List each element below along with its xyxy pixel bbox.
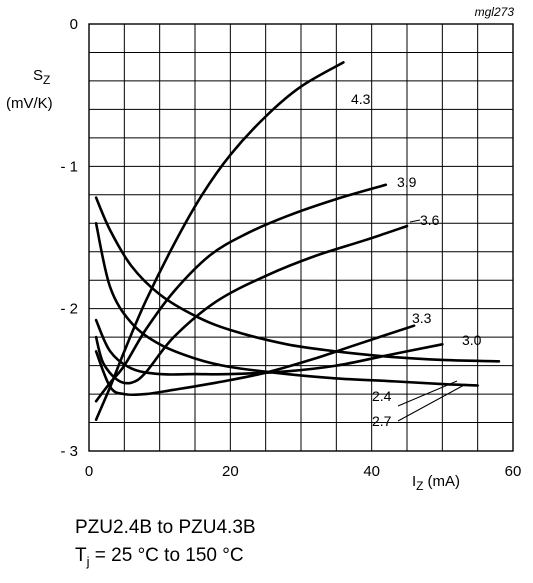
caption-symbol: T — [75, 545, 87, 566]
grid — [88, 23, 514, 452]
curve-label-3-9: 3.9 — [397, 174, 417, 190]
x-tick-label: 40 — [363, 463, 380, 480]
curve-2-7 — [94, 222, 479, 387]
caption-line-2: Tj = 25 °C to 150 °C — [75, 543, 244, 575]
y-tick-label: - 2 — [60, 301, 78, 318]
caption-line-1: PZU2.4B to PZU4.3B — [75, 517, 256, 538]
label-leader-line — [409, 219, 421, 223]
labels: 0 20 40 60 0 - 1 - 2 - 3 4.3 3.9 3.6 3.3 3.0 2.4 2.7 — [60, 16, 521, 480]
curve-label-2-7: 2.7 — [372, 413, 392, 429]
curve-label-3-6: 3.6 — [420, 212, 440, 228]
curve-3-0 — [94, 318, 444, 376]
x-tick-label: 20 — [222, 463, 239, 480]
curve-2-4 — [94, 196, 501, 363]
chart-code: mgl273 — [475, 5, 515, 19]
curves — [94, 61, 501, 421]
curve-label-2-4: 2.4 — [372, 388, 392, 404]
chart: 0 20 40 60 0 - 1 - 2 - 3 4.3 3.9 3.6 3.3 3.0 2.4 2.7 m… — [6, 5, 521, 493]
label-leader-line — [397, 380, 458, 407]
y-tick-label: - 3 — [60, 443, 78, 460]
curve-label-3-3: 3.3 — [412, 310, 432, 326]
x-tick-label: 60 — [505, 463, 522, 480]
curve-4-3 — [94, 61, 345, 421]
x-tick-label: 0 — [85, 463, 93, 480]
curve-label-4-3: 4.3 — [351, 91, 371, 107]
caption-range: = 25 °C to 150 °C — [89, 545, 244, 566]
curve-label-3-0: 3.0 — [462, 332, 482, 348]
y-tick-label: - 1 — [60, 158, 78, 175]
curve-3-9 — [94, 183, 388, 403]
plot-frame — [88, 23, 514, 452]
caption-subscript: j — [86, 553, 90, 569]
x-axis-label: IZ (mA) — [412, 473, 460, 493]
y-axis-unit: (mV/K) — [6, 95, 53, 112]
y-tick-label: 0 — [70, 16, 78, 33]
y-axis-label: SZ — [33, 67, 50, 87]
label-leaders — [397, 219, 467, 422]
label-leader-line — [397, 383, 467, 422]
curve-3-6 — [94, 224, 409, 385]
